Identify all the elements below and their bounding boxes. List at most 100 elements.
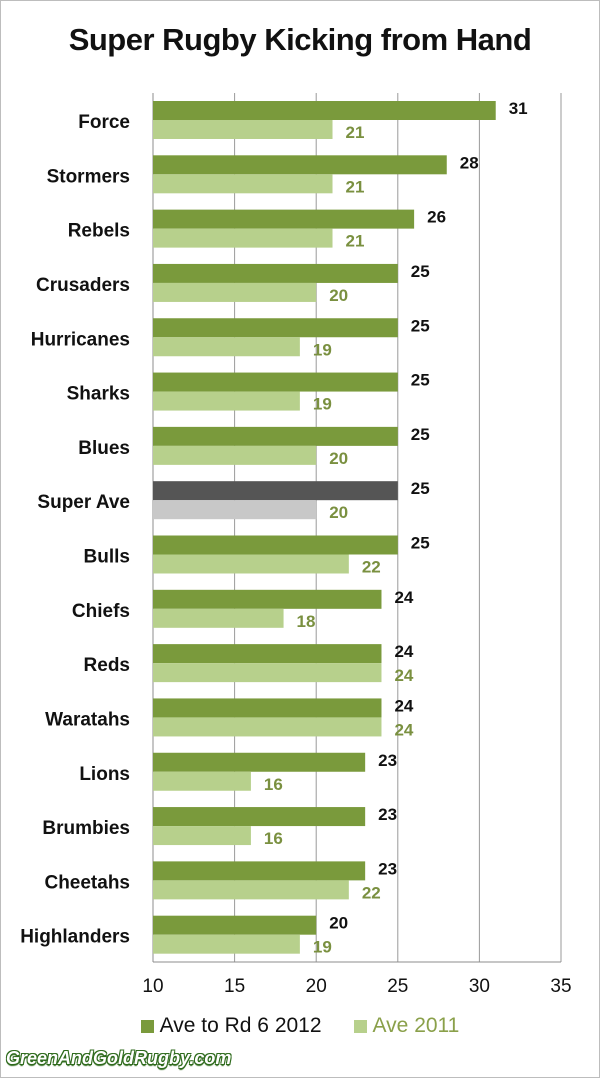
data-label-2011: 20 [329,449,348,468]
data-label-2012: 26 [427,208,446,227]
category-label: Reds [84,655,130,676]
data-label-2012: 24 [394,642,413,661]
watermark-logo: GreenAndGoldRugby.com [6,1048,232,1068]
data-label-2012: 24 [394,696,413,715]
data-label-2012: 20 [329,914,348,933]
bar-2012 [153,481,398,501]
bar-2012 [153,209,415,229]
bar-2011 [153,771,251,791]
bar-2011 [153,934,300,954]
bar-2012 [153,752,366,772]
bar-2011 [153,282,317,302]
data-label-2011: 18 [297,612,316,631]
data-label-2011: 22 [362,558,381,577]
category-labels: Force Stormers Rebels Crusaders Hurricanes Sh… [20,112,130,948]
x-tick-label: 35 [550,976,571,997]
x-tick-label: 20 [306,976,327,997]
bar-2012 [153,318,398,338]
data-label-2012: 23 [378,751,397,770]
category-label: Bulls [84,547,130,568]
legend-item-series-1: Ave to Rd 6 2012 [140,1014,322,1038]
x-tick-label: 10 [142,976,163,997]
bar-2011 [153,120,333,139]
bar-2012 [153,915,317,935]
bar-2011 [153,228,333,248]
x-tick-label: 25 [387,976,408,997]
x-tick-label: 30 [469,976,490,997]
data-labels: 31 21 28 21 26 21 25 20 25 19 25 19 25 20 25 20 25 22 24 18… [264,99,528,957]
data-label-2012: 25 [411,425,430,444]
data-label-2011: 19 [313,938,332,957]
category-label: Hurricanes [31,329,130,350]
bar-2012 [153,698,382,718]
data-label-2012: 25 [411,262,430,281]
category-label: Cheetahs [44,872,130,893]
bar-2012 [153,101,496,120]
data-label-2012: 25 [411,316,430,335]
data-label-2011: 21 [346,232,365,251]
x-tick-labels: 10 15 20 25 30 35 [142,976,571,997]
data-label-2011: 24 [394,720,413,739]
category-label: Sharks [67,384,130,405]
bar-2012 [153,155,447,175]
category-label: Brumbies [42,818,130,839]
data-label-2012: 23 [378,859,397,878]
bar-2012 [153,263,398,283]
bar-2011 [153,500,317,520]
bar-2012 [153,589,382,609]
data-label-2011: 22 [362,883,381,902]
bar-2012 [153,535,398,555]
category-label: Force [78,112,130,133]
category-label: Waratahs [45,709,130,730]
chart-title: Super Rugby Kicking from Hand [68,22,532,57]
legend-label-series-2: Ave 2011 [372,1014,460,1037]
data-label-2011: 20 [329,286,348,305]
data-label-2011: 19 [313,340,332,359]
bar-2011 [153,880,349,900]
data-label-2012: 24 [394,588,413,607]
category-label: Chiefs [72,601,130,622]
data-label-2011: 16 [264,829,283,848]
legend-swatch-series-1 [140,1019,154,1033]
data-label-2011: 24 [394,666,413,685]
data-label-2012: 31 [509,99,528,118]
category-label: Blues [78,438,130,459]
bar-2011 [153,391,300,411]
legend: Ave to Rd 6 2012 Ave 2011 [0,1014,600,1038]
x-tick-label: 15 [224,976,245,997]
bar-2012 [153,644,382,664]
bar-2011 [153,174,333,194]
category-label: Super Ave [37,492,130,513]
data-label-2011: 21 [346,123,365,142]
data-label-2011: 16 [264,775,283,794]
category-label: Rebels [68,221,130,242]
bar-2011 [153,663,382,683]
data-label-2012: 28 [460,153,479,172]
bar-2011 [153,337,300,357]
data-label-2011: 21 [346,177,365,196]
category-label: Highlanders [20,927,130,948]
bar-2012 [153,807,366,827]
data-label-2012: 25 [411,534,430,553]
bar-2011 [153,445,317,465]
data-label-2012: 25 [411,371,430,390]
bar-2011 [153,717,382,737]
data-label-2011: 20 [329,503,348,522]
bar-2012 [153,861,366,881]
bars [153,101,496,954]
data-label-2012: 25 [411,479,430,498]
bar-2012 [153,426,398,446]
bar-2011 [153,608,284,628]
legend-label-series-1: Ave to Rd 6 2012 [159,1014,322,1037]
data-label-2012: 23 [378,805,397,824]
category-label: Crusaders [36,275,130,296]
data-label-2011: 19 [313,395,332,414]
category-label: Stormers [47,166,130,187]
bar-2011 [153,554,349,574]
bar-2011 [153,826,251,846]
legend-swatch-series-2 [353,1019,367,1033]
legend-item-series-2: Ave 2011 [353,1014,460,1038]
bar-chart: 31 21 28 21 26 21 25 20 25 19 25 19 25 20 25 20 25 22 24 18… [20,93,572,997]
category-label: Lions [79,764,130,785]
bar-2012 [153,372,398,392]
